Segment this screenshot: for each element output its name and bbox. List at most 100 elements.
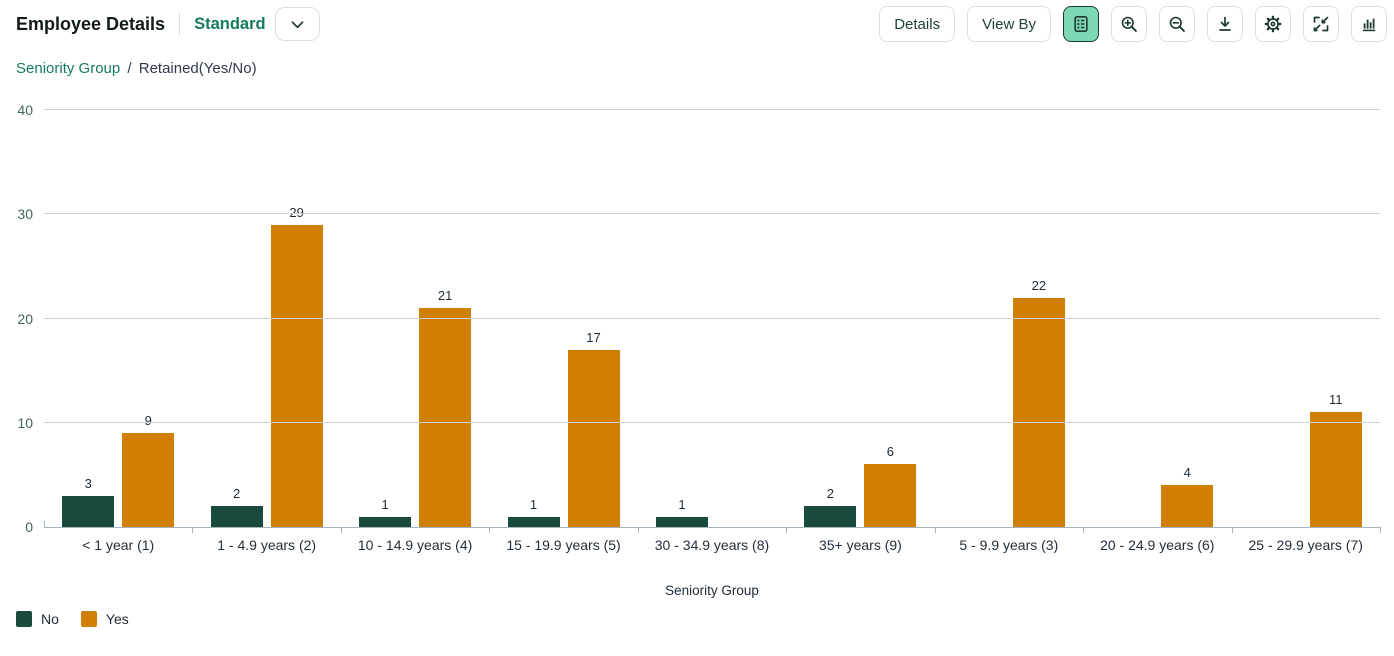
breadcrumb-current: Retained(Yes/No) (138, 60, 257, 77)
bar-yes[interactable] (567, 349, 620, 527)
x-axis-tick (934, 527, 936, 533)
column-chart-button[interactable] (1351, 6, 1387, 42)
bar-value-label: 4 (1183, 465, 1191, 481)
bar-slot-no: 1 (359, 110, 412, 527)
bar-yes[interactable] (1012, 297, 1065, 527)
bar-value-label: 2 (233, 486, 241, 502)
bar-group: 4 (1083, 110, 1231, 527)
bar-no[interactable] (804, 506, 857, 527)
download-button[interactable] (1207, 6, 1243, 42)
bar-value-label: 11 (1328, 392, 1343, 408)
bar-value-label: 6 (886, 444, 895, 460)
bar-no[interactable] (62, 495, 115, 527)
category-label: 20 - 24.9 years (6) (1100, 537, 1215, 553)
legend-label: Yes (105, 611, 129, 627)
table-view-button[interactable] (1063, 6, 1099, 42)
legend-item-yes[interactable]: Yes (80, 611, 129, 627)
x-axis-tick (786, 527, 788, 533)
bar-group: 1 21 (341, 110, 489, 527)
bar-value-label: 21 (437, 288, 453, 304)
bar-no[interactable] (655, 516, 708, 527)
category-label: 10 - 14.9 years (4) (357, 537, 473, 553)
bar-slot-no: 1 (507, 110, 560, 527)
variant-name[interactable]: Standard (194, 14, 266, 33)
plot-area: 3 9 2 29 1 21 1 17 1 2 6 22 4 11 < 1 year (1) 1 - 4.9 … (17, 102, 1381, 598)
x-axis-tick (1380, 527, 1381, 533)
variant-selector-button[interactable] (274, 7, 320, 41)
zoom-in-button[interactable] (1111, 6, 1147, 42)
breadcrumb: Seniority Group / Retained(Yes/No) (16, 59, 257, 79)
bar-value-label: 3 (84, 475, 92, 491)
x-axis-tick (192, 527, 194, 533)
gridline-y-10 (44, 421, 1380, 423)
zoom-out-button[interactable] (1159, 6, 1195, 42)
bar-yes[interactable] (864, 464, 917, 527)
header: Employee Details Standard (0, 0, 1394, 48)
y-axis-tick-label: 30 (17, 206, 33, 223)
chevron-down-icon (291, 17, 304, 32)
bar-yes[interactable] (419, 308, 472, 527)
bar-slot-no: 3 (62, 110, 115, 527)
view-by-button[interactable]: View By (967, 6, 1051, 42)
toolbar: Details View By (879, 6, 1387, 42)
legend-label: No (41, 611, 59, 627)
category-labels: < 1 year (1) 1 - 4.9 years (2) 10 - 14.9 y… (44, 537, 1380, 553)
settings-button[interactable] (1255, 6, 1291, 42)
details-button[interactable]: Details (879, 6, 956, 42)
bar-group: 1 (638, 110, 786, 527)
bar-value-label: 1 (381, 496, 389, 512)
bar-slot-no: 2 (210, 110, 263, 527)
bar-group: 2 29 (192, 110, 340, 527)
resize-button[interactable] (1303, 6, 1339, 42)
bar-slot-yes: 4 (1161, 110, 1214, 527)
bar-slot-no (1250, 110, 1302, 527)
x-axis-title: Seniority Group (665, 583, 759, 598)
bar-value-label: 9 (144, 413, 152, 429)
category-label: 30 - 34.9 years (8) (654, 537, 770, 553)
x-axis-tick (340, 527, 342, 533)
category-label: 1 - 4.9 years (2) (217, 537, 317, 553)
category-label: 15 - 19.9 years (5) (506, 537, 621, 553)
gridline-y-20 (44, 317, 1380, 319)
bar-value-label: 1 (529, 496, 538, 512)
bar-no[interactable] (507, 516, 560, 527)
bar-no[interactable] (210, 506, 263, 527)
category-label: 5 - 9.9 years (3) (959, 537, 1059, 553)
bar-slot-no (1101, 110, 1153, 527)
legend-swatch (80, 611, 97, 627)
table-view-icon (1072, 15, 1090, 33)
breadcrumb-link-seniority-group[interactable]: Seniority Group (16, 60, 121, 77)
bar-yes[interactable] (1309, 412, 1362, 527)
bar-no[interactable] (359, 516, 412, 527)
bar-yes[interactable] (270, 224, 323, 527)
bar-group: 1 17 (489, 110, 637, 527)
x-axis-tick (637, 527, 639, 533)
bar-yes[interactable] (1161, 485, 1214, 527)
legend-item-no[interactable]: No (16, 611, 59, 627)
breadcrumb-separator: / (127, 60, 132, 77)
category-label: 35+ years (9) (818, 537, 902, 553)
bar-slot-yes: 6 (864, 110, 917, 527)
zoom-in-icon (1120, 15, 1138, 33)
bar-yes[interactable] (122, 433, 175, 527)
y-axis-tick-label: 40 (17, 102, 33, 118)
x-axis-tick (1083, 527, 1085, 533)
resize-icon (1312, 15, 1330, 33)
x-axis-origin-tick (44, 521, 45, 527)
bar-value-label: 1 (678, 496, 686, 512)
bar-value-label: 22 (1031, 277, 1047, 293)
chart-legend: No Yes (16, 611, 129, 627)
category-label: 25 - 29.9 years (7) (1248, 537, 1363, 553)
bar-slot-yes (716, 110, 768, 527)
category-label: < 1 year (1) (82, 537, 155, 553)
bar-slot-no: 2 (804, 110, 857, 527)
gridline-y-30 (44, 213, 1380, 215)
y-axis-tick-label: 20 (17, 310, 33, 327)
bar-slot-yes: 22 (1012, 110, 1065, 527)
column-chart-icon (1360, 15, 1378, 33)
bar-slot-no: 1 (655, 110, 708, 527)
bar-group: 22 (935, 110, 1083, 527)
